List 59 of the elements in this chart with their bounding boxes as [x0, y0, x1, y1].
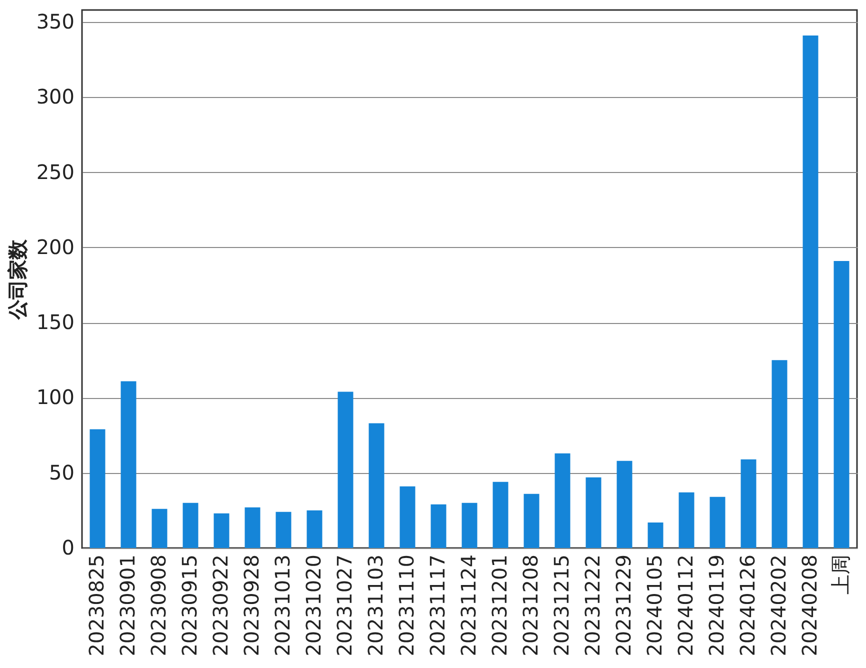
x-tick-label: 20240208: [798, 554, 822, 656]
x-tick-label: 20240202: [766, 554, 790, 656]
bar: [710, 496, 726, 548]
y-tick-label: 250: [36, 160, 74, 184]
bar: [616, 460, 632, 548]
bar: [368, 423, 384, 548]
x-tick-label: 20231110: [394, 554, 418, 656]
y-axis-title: 公司家数: [5, 238, 30, 320]
bar: [554, 453, 570, 548]
x-tick-label: 20240126: [736, 554, 760, 656]
x-tick-label: 20240105: [642, 554, 666, 656]
bar: [772, 360, 788, 548]
y-tick-label: 100: [36, 385, 74, 410]
x-tick-label: 20230915: [178, 554, 202, 656]
y-tick-label: 50: [49, 460, 74, 484]
bar: [740, 459, 756, 548]
x-tick-label: 20231208: [518, 554, 542, 656]
x-tick-label: 20231013: [270, 554, 294, 656]
x-tick-label: 20231027: [332, 554, 356, 656]
y-tick-label: 350: [36, 10, 74, 34]
bar: [338, 392, 354, 548]
bar: [214, 513, 230, 548]
x-tick-label: 20230901: [116, 554, 140, 656]
y-tick-label: 200: [36, 234, 74, 259]
x-tick-label: 20231020: [302, 554, 326, 656]
x-tick-label: 20231103: [364, 554, 388, 656]
x-tick-label: 20230825: [84, 554, 108, 656]
bar: [182, 502, 198, 548]
x-tick-label: 上周: [828, 554, 852, 594]
bar: [802, 36, 818, 548]
bar: [492, 482, 508, 548]
bar: [678, 492, 694, 548]
x-tick-label: 20231124: [456, 554, 480, 656]
x-tick-label: 20240119: [704, 554, 728, 656]
bar: [648, 522, 664, 548]
x-tick-label: 20230928: [240, 554, 264, 656]
bar: [244, 507, 260, 548]
x-tick-label: 20230908: [146, 554, 170, 656]
x-tick-label: 20240112: [674, 554, 698, 656]
x-tick-label: 20231222: [580, 554, 604, 656]
bar: [586, 477, 602, 548]
bar: [306, 510, 322, 548]
bar: [276, 512, 292, 548]
y-tick-label: 0: [62, 536, 74, 560]
bar: [120, 381, 136, 548]
bar: [524, 494, 540, 548]
bar: [400, 486, 416, 548]
bar: [462, 502, 478, 548]
x-tick-label: 20231201: [488, 554, 512, 656]
bar: [90, 429, 106, 548]
x-tick-label: 20230922: [208, 554, 232, 656]
bar: [430, 504, 446, 548]
x-tick-label: 20231229: [612, 554, 636, 656]
bar: [834, 260, 850, 548]
bar: [152, 508, 168, 548]
y-tick-label: 300: [36, 84, 74, 109]
x-tick-label: 20231117: [426, 554, 450, 656]
x-tick-label: 20231215: [550, 554, 574, 656]
y-tick-label: 150: [36, 310, 74, 334]
